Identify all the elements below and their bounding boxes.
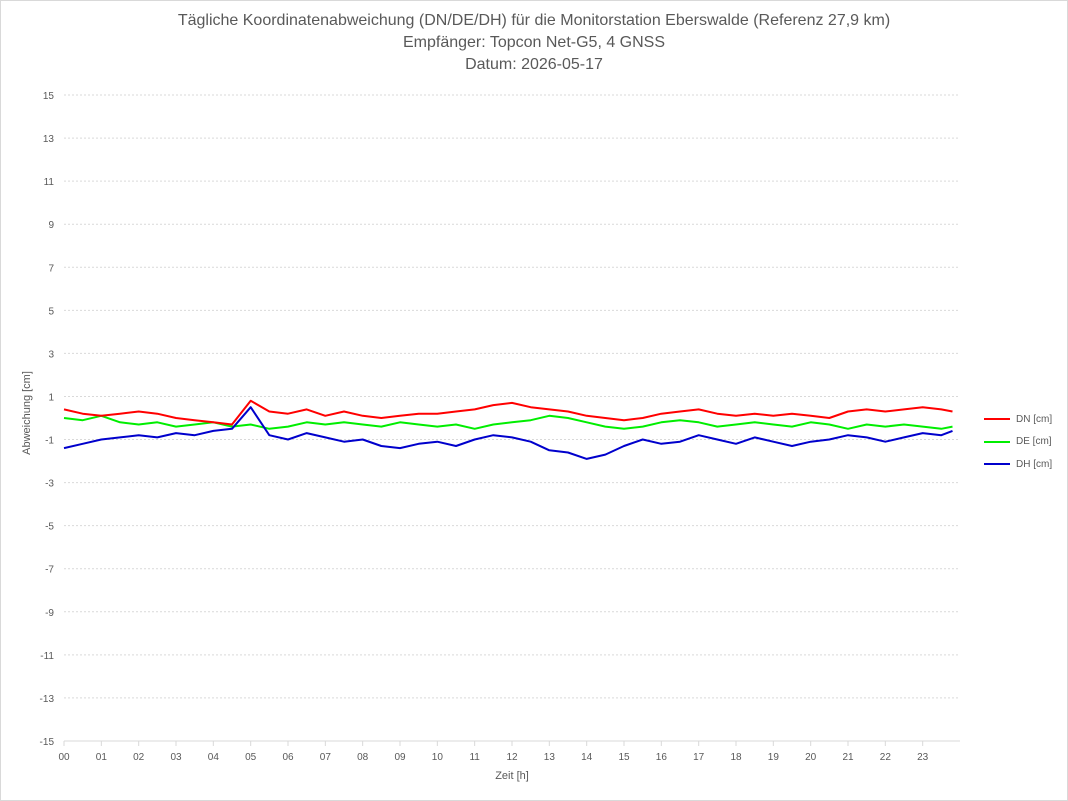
x-tick-label: 22 — [880, 752, 892, 763]
x-tick-label: 23 — [917, 752, 929, 763]
chart-title-block: Tägliche Koordinatenabweichung (DN/DE/DH… — [0, 10, 1068, 76]
y-tick-labels: 15 13 11 9 7 5 3 1 -1 -3 -5 -7 -9 -11 -13 -15 — [40, 91, 55, 748]
y-tick-label: -1 — [45, 436, 54, 447]
series-line-dh — [63, 406, 953, 460]
x-tick-label: 00 — [58, 752, 70, 763]
y-tick-label: -7 — [45, 565, 54, 576]
legend: DN [cm] DE [cm] DH [cm] — [984, 408, 1052, 476]
series-line-dn — [63, 399, 953, 426]
y-tick-label: 3 — [48, 349, 54, 360]
y-axis-title: Abweichung [cm] — [21, 371, 33, 455]
y-tick-label: -13 — [40, 694, 55, 705]
y-tick-label: -15 — [40, 737, 55, 748]
x-tick-label: 12 — [506, 752, 518, 763]
series-lines — [63, 399, 953, 460]
x-tick-label: 10 — [432, 752, 444, 763]
y-tick-label: -3 — [45, 479, 54, 490]
x-tick-label: 04 — [208, 752, 220, 763]
y-tick-label: 5 — [48, 306, 54, 317]
x-tick-label: 01 — [96, 752, 108, 763]
legend-item-dh: DH [cm] — [984, 453, 1052, 476]
legend-label-dn: DN [cm] — [1016, 413, 1053, 425]
x-tick-label: 02 — [133, 752, 145, 763]
chart-title: Tägliche Koordinatenabweichung (DN/DE/DH… — [177, 12, 891, 29]
x-tick-label: 15 — [618, 752, 630, 763]
y-tick-label: 11 — [44, 177, 55, 188]
y-tick-label: 7 — [48, 263, 54, 274]
y-tick-label: -11 — [40, 651, 54, 662]
legend-item-dn: DN [cm] — [984, 408, 1052, 431]
legend-label-de: DE [cm] — [1016, 436, 1052, 448]
x-tick-label: 09 — [394, 752, 406, 763]
y-tick-label: 15 — [43, 91, 55, 102]
chart-date: Datum: 2026-05-17 — [465, 56, 603, 73]
x-tick-label: 19 — [768, 752, 780, 763]
x-tick-label: 11 — [469, 752, 480, 763]
x-tick-label: 14 — [581, 752, 593, 763]
y-tick-label: -9 — [45, 608, 54, 619]
y-tick-label: 1 — [48, 392, 54, 403]
legend-label-dh: DH [cm] — [1016, 458, 1053, 470]
x-tick-label: 07 — [320, 752, 332, 763]
chart-subtitle: Empfänger: Topcon Net-G5, 4 GNSS — [402, 34, 666, 51]
x-tick-label: 13 — [544, 752, 556, 763]
x-tick-label: 17 — [693, 752, 705, 763]
x-axis-title: Zeit [h] — [495, 770, 529, 782]
y-tick-label: -5 — [45, 522, 54, 533]
x-tick-label: 06 — [282, 752, 294, 763]
y-tick-label: 13 — [43, 134, 55, 145]
legend-item-de: DE [cm] — [984, 431, 1052, 454]
legend-swatch-de — [984, 440, 1010, 443]
x-tick-label: 08 — [357, 752, 369, 763]
x-tick-labels: 00 01 02 03 04 05 06 07 08 09 10 11 12 13 14 15 16 17 18 19… — [58, 741, 929, 763]
x-tick-label: 18 — [730, 752, 742, 763]
x-tick-label: 21 — [842, 752, 854, 763]
x-tick-label: 05 — [245, 752, 257, 763]
x-tick-label: 03 — [170, 752, 182, 763]
x-tick-label: 20 — [805, 752, 817, 763]
legend-swatch-dn — [984, 418, 1010, 421]
grid-lines — [64, 94, 960, 742]
y-tick-label: 9 — [48, 220, 54, 231]
legend-swatch-dh — [984, 463, 1010, 466]
x-tick-label: 16 — [656, 752, 668, 763]
